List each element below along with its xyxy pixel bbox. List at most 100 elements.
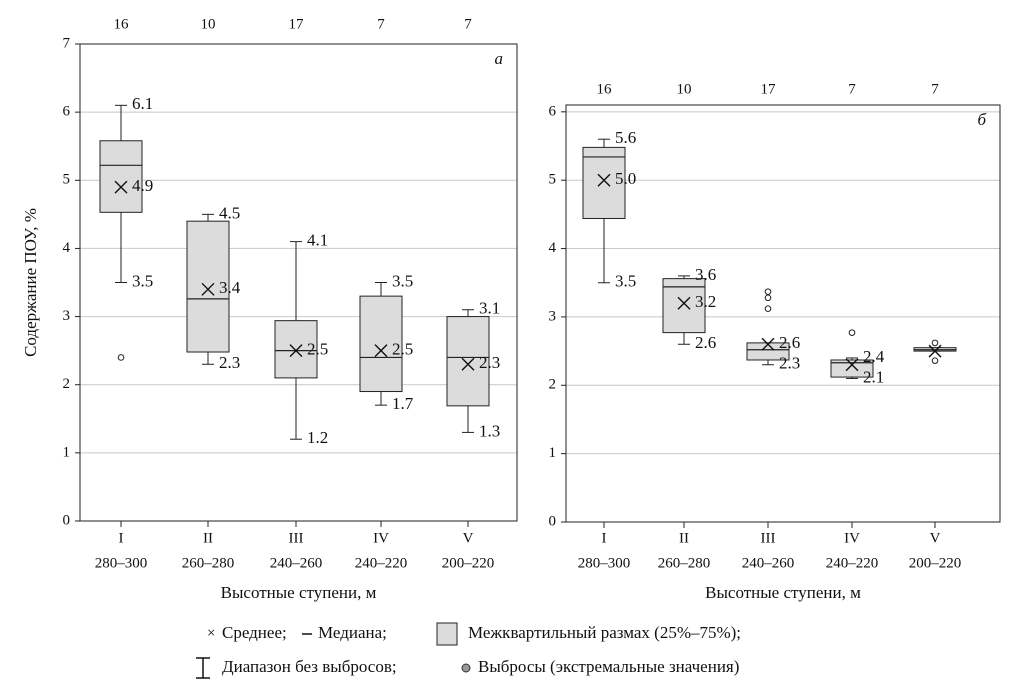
y-tick-label: 4	[549, 240, 557, 256]
count-label: 7	[464, 16, 472, 32]
outlier	[931, 357, 939, 364]
legend-mean: Среднее;	[222, 623, 287, 642]
value-label: 2.3	[479, 353, 500, 372]
x-tick-label: III	[289, 530, 304, 546]
value-label: 2.1	[863, 367, 884, 386]
box	[662, 278, 706, 334]
y-tick-label: 7	[63, 35, 71, 51]
value-label: 2.5	[392, 340, 413, 359]
box	[99, 140, 143, 213]
x-tick-label: II	[203, 530, 213, 546]
y-tick-label: 1	[63, 444, 71, 460]
y-tick-label: 0	[549, 513, 557, 529]
box	[274, 320, 318, 379]
outlier	[848, 329, 856, 336]
value-label: 3.5	[392, 271, 413, 290]
legend-range: Диапазон без выбросов;	[222, 657, 397, 676]
y-tick-label: 2	[549, 377, 557, 393]
value-label: 4.5	[219, 203, 240, 222]
y-tick-label: 0	[63, 512, 71, 528]
mean	[761, 337, 775, 351]
panel-label: б	[977, 110, 986, 129]
x-tick-label: I	[119, 530, 124, 546]
legend-box: Межквартильный размах (25%–75%);	[468, 623, 741, 642]
x-tick-label: V	[930, 530, 941, 546]
value-label: 3.1	[479, 299, 500, 318]
count-label: 10	[677, 81, 692, 97]
mean	[114, 180, 128, 194]
count-label: 17	[761, 81, 777, 97]
value-label: 1.3	[479, 421, 500, 440]
value-label: 3.5	[132, 271, 153, 290]
legend: × Среднее; Медиана; Межквартильный разма…	[196, 622, 741, 679]
value-label: 4.1	[307, 231, 328, 250]
outlier	[764, 294, 772, 302]
x-tick-label: 240–260	[270, 555, 323, 571]
mean	[289, 344, 303, 358]
x-tick-label: II	[679, 530, 689, 546]
value-label: 6.1	[132, 94, 153, 113]
count-label: 16	[597, 81, 613, 97]
outlier	[764, 288, 772, 295]
box	[582, 146, 626, 219]
box	[830, 359, 874, 378]
mean	[461, 357, 475, 371]
legend-mean-symbol: ×	[207, 625, 215, 641]
value-label: 2.5	[307, 340, 328, 359]
plot-frame	[79, 43, 518, 522]
x-tick-label: 240–220	[826, 555, 879, 571]
x-tick-label: 240–260	[742, 555, 795, 571]
value-label: 3.6	[695, 265, 716, 284]
x-axis-title: Высотные ступени, м	[221, 583, 377, 602]
box	[446, 316, 490, 407]
value-label: 2.3	[779, 354, 800, 373]
y-tick-label: 2	[63, 376, 71, 392]
value-label: 3.4	[219, 278, 241, 297]
x-tick-label: 280–300	[578, 555, 631, 571]
x-tick-label: IV	[373, 530, 389, 546]
x-tick-label: 240–220	[355, 555, 408, 571]
outlier	[931, 339, 939, 347]
x-tick-label: IV	[844, 530, 860, 546]
y-axis-title: Содержание ПОУ, %	[21, 208, 40, 357]
value-label: 1.2	[307, 428, 328, 447]
value-label: 4.9	[132, 176, 153, 195]
value-label: 1.7	[392, 394, 414, 413]
mean	[374, 344, 388, 358]
value-label: 2.3	[219, 353, 240, 372]
box	[746, 342, 790, 361]
x-tick-label: 200–220	[909, 555, 962, 571]
y-tick-label: 6	[549, 103, 557, 119]
x-tick-label: V	[463, 530, 474, 546]
legend-range-symbol	[196, 657, 210, 679]
count-label: 16	[114, 16, 130, 32]
box	[186, 220, 230, 353]
panel-label: а	[495, 49, 504, 68]
count-label: 7	[931, 81, 939, 97]
mean	[597, 173, 611, 187]
x-tick-label: III	[761, 530, 776, 546]
count-label: 7	[848, 81, 856, 97]
mean	[845, 358, 859, 372]
outlier	[764, 305, 772, 313]
x-tick-label: 280–300	[95, 555, 148, 571]
count-label: 10	[201, 16, 216, 32]
legend-outlier-symbol	[461, 663, 471, 673]
outlier	[117, 354, 125, 361]
mean	[677, 296, 691, 310]
value-label: 5.0	[615, 169, 636, 188]
value-label: 3.5	[615, 272, 636, 291]
value-label: 3.2	[695, 292, 716, 311]
x-tick-label: 200–220	[442, 555, 495, 571]
value-label: 5.6	[615, 128, 636, 147]
y-tick-label: 5	[549, 172, 557, 188]
mean	[201, 282, 215, 296]
y-tick-label: 3	[63, 308, 71, 324]
legend-median: Медиана;	[318, 623, 387, 642]
legend-box-symbol	[436, 622, 458, 646]
plot-frame	[565, 104, 1001, 523]
x-tick-label: 260–280	[182, 555, 235, 571]
y-tick-label: 3	[549, 308, 557, 324]
value-label: 2.6	[695, 333, 716, 352]
